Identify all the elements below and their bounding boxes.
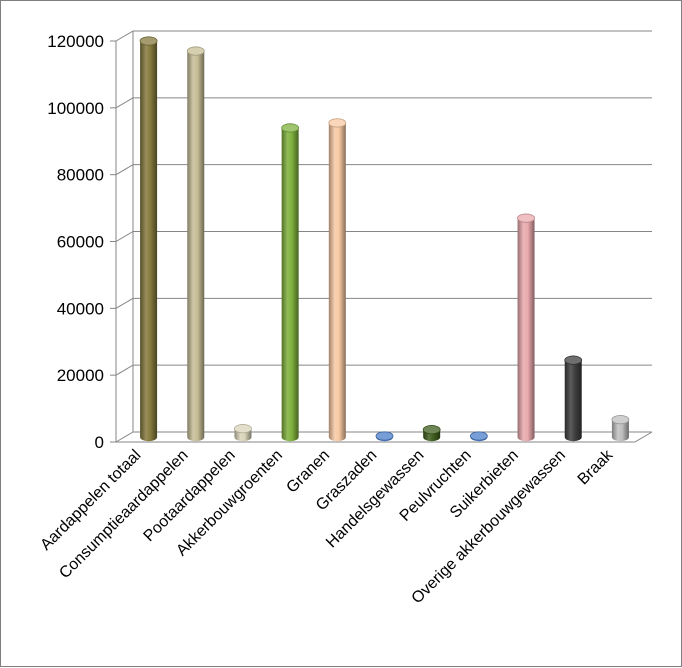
bar-top [611, 415, 630, 425]
gridlines [110, 30, 653, 443]
x-axis-category-labels: Aardappelen totaalConsumptieaardappelenP… [37, 446, 617, 607]
gridline-depth [115, 97, 134, 109]
bar-body [140, 41, 158, 442]
gridline-depth [115, 30, 134, 42]
bar-top [564, 355, 583, 365]
bar-body [517, 218, 535, 442]
bar-top [469, 431, 488, 441]
bar-body [564, 360, 582, 442]
bar [517, 213, 535, 442]
y-tick-label: 120000 [47, 32, 104, 51]
gridline-depth [115, 364, 134, 376]
bar-body [187, 51, 205, 442]
bar [422, 425, 441, 442]
y-tick-label: 0 [95, 433, 104, 452]
bar-top [375, 431, 394, 441]
gridline-depth [115, 164, 134, 176]
bar [139, 36, 158, 442]
y-tick-label: 20000 [57, 366, 104, 385]
gridline-depth [115, 431, 134, 443]
bar-top [234, 424, 252, 434]
bar-body [611, 419, 629, 442]
bar [186, 46, 205, 442]
y-tick-label: 80000 [57, 166, 104, 185]
gridline-depth [115, 297, 134, 309]
y-tick-label: 40000 [57, 299, 104, 318]
bar [611, 415, 630, 442]
gridline-depth [115, 231, 134, 242]
bar-top [422, 425, 441, 435]
y-tick-label: 60000 [57, 233, 104, 252]
bar-body [328, 122, 346, 442]
bar-top [328, 118, 347, 128]
bar-body [281, 127, 299, 442]
bar [469, 431, 488, 442]
bar-top [186, 46, 205, 56]
bar-top [517, 213, 535, 223]
bar [281, 123, 300, 442]
bar [564, 355, 583, 442]
y-tick-label: 100000 [47, 99, 104, 118]
bar [375, 431, 394, 442]
x-tick-label: Braak [575, 446, 617, 488]
bar [328, 118, 347, 442]
y-axis-tick-labels: 0 20000 40000 60000 80000 100000 120000 [47, 32, 104, 452]
bar-top [281, 123, 300, 133]
floor-right-edge [634, 431, 653, 443]
bar-top [139, 36, 158, 46]
bars [139, 36, 630, 442]
bar [234, 424, 252, 442]
